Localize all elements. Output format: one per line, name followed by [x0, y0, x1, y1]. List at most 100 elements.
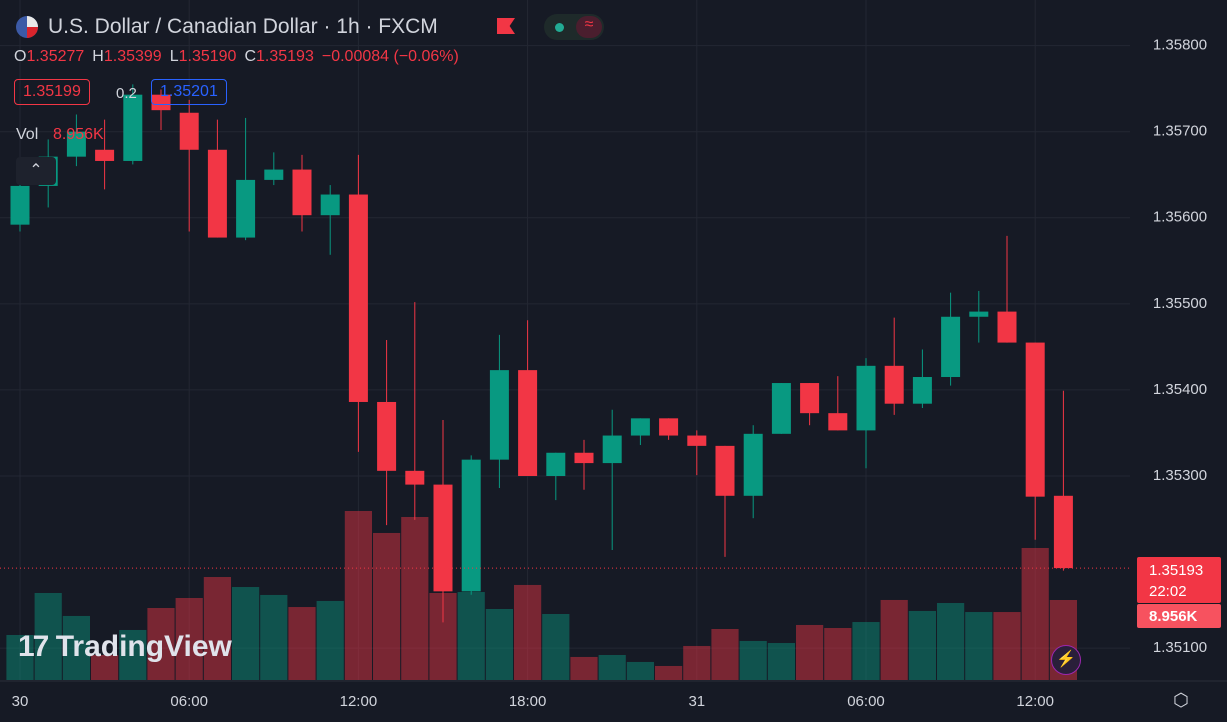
volume-bar — [739, 640, 767, 680]
flag-marker[interactable] — [497, 18, 515, 34]
volume-bar — [316, 600, 344, 680]
x-tick-label: 12:00 — [340, 693, 378, 710]
volume-bar — [542, 613, 570, 680]
candle-body — [405, 470, 425, 485]
y-tick-label: 1.35700 — [1153, 123, 1207, 140]
ohlc-value: 1.35190 — [178, 48, 237, 65]
candle-body — [377, 401, 397, 471]
candle-body — [179, 112, 199, 150]
candle-body — [1053, 495, 1073, 569]
volume-bar — [993, 612, 1021, 680]
bid-box[interactable]: 1.35199 — [14, 79, 90, 105]
volume-bar — [655, 665, 683, 680]
volume-bar — [457, 592, 485, 680]
volume-bar — [34, 592, 62, 680]
candle-body — [574, 452, 594, 464]
volume-bar — [260, 594, 288, 680]
candle-body — [264, 169, 284, 180]
candle-body — [518, 370, 538, 476]
candle-body — [151, 94, 171, 111]
ohlc-value: 1.35277 — [26, 48, 85, 65]
spread: 0.2 — [116, 85, 137, 102]
price-change: −0.00084 (−0.06%) — [321, 48, 459, 65]
volume-bar — [796, 624, 824, 680]
price-tag-price: 1.35193 — [1149, 562, 1204, 579]
y-tick-label: 1.35800 — [1153, 37, 1207, 54]
candle-body — [546, 452, 566, 476]
y-tick-label: 1.35600 — [1153, 209, 1207, 226]
candle-body — [800, 383, 820, 414]
y-tick-label: 1.35500 — [1153, 295, 1207, 312]
x-tick-label: 06:00 — [170, 693, 208, 710]
candle-body — [715, 445, 735, 496]
settings-button[interactable]: ⬡ — [1173, 690, 1189, 710]
ohlc-key: O — [14, 48, 27, 65]
volume-bar — [711, 628, 739, 680]
collapse-button[interactable]: ⌃ — [16, 157, 56, 185]
x-tick-label: 18:00 — [509, 693, 547, 710]
volume-bar — [203, 577, 231, 680]
volume-bar — [570, 656, 598, 680]
price-tag-countdown: 22:02 — [1149, 583, 1187, 600]
volume-value: 8.956K — [53, 126, 104, 143]
volume-bar — [232, 587, 260, 680]
volume-bar — [824, 628, 852, 680]
ohlc-key: L — [169, 48, 179, 65]
volume-bar — [683, 645, 711, 680]
candle-body — [123, 94, 143, 161]
candle-body — [348, 194, 368, 402]
candle-body — [433, 484, 453, 592]
y-tick-label: 1.35400 — [1153, 381, 1207, 398]
y-tick-label: 1.35100 — [1153, 639, 1207, 656]
candle-body — [95, 149, 115, 161]
volume-bar — [401, 516, 429, 680]
ask-box[interactable]: 1.35201 — [151, 79, 227, 105]
volume-bar — [598, 654, 626, 680]
alert-button[interactable]: ⚡ — [1051, 645, 1081, 675]
volume-bar — [485, 608, 513, 680]
volume-bar — [767, 643, 795, 680]
candle-body — [10, 185, 30, 225]
x-tick-label: 31 — [688, 693, 705, 710]
volume-bar — [288, 607, 316, 680]
volume-bar — [119, 629, 147, 680]
candle-body — [630, 418, 650, 436]
x-tick-label: 06:00 — [847, 693, 885, 710]
y-tick-label: 1.35300 — [1153, 467, 1207, 484]
volume-bar — [880, 599, 908, 680]
candle-body — [969, 311, 989, 317]
candle-body — [320, 194, 340, 216]
volume-bar — [626, 661, 654, 680]
candle-body — [771, 383, 791, 434]
volume-label: Vol — [16, 126, 39, 143]
candle-body — [997, 311, 1017, 343]
ohlc-key: H — [92, 48, 104, 65]
watermark-text: TradingView — [55, 630, 232, 663]
volume-bar — [373, 532, 401, 680]
symbol-title[interactable]: U.S. Dollar / Canadian Dollar · 1h · FXC… — [48, 15, 438, 38]
x-tick-label: 30 — [12, 693, 29, 710]
status-pill[interactable]: ≈ — [544, 14, 604, 40]
candle-body — [461, 459, 481, 592]
watermark: 17 TradingView — [18, 630, 232, 663]
volume-bar — [147, 608, 175, 680]
candle-body — [828, 413, 848, 431]
ohlc-legend: O1.35277 H1.35399 L1.35190 C1.35193 −0.00084… — [14, 48, 459, 66]
ohlc-key: C — [244, 48, 257, 65]
candle-body — [292, 169, 312, 216]
flag-icon — [16, 16, 38, 38]
candle-body — [659, 418, 679, 436]
volume-bar — [91, 654, 119, 680]
volume-bar — [908, 610, 936, 680]
candle-body — [856, 365, 876, 431]
volume-tag: 8.956K — [1137, 604, 1221, 628]
volume-bar — [852, 622, 880, 680]
candle-body — [912, 377, 932, 404]
candle-body — [207, 149, 227, 238]
volume-bar — [62, 615, 90, 680]
candle-body — [743, 433, 763, 496]
candle-body — [66, 131, 86, 157]
volume-bar — [1021, 547, 1049, 680]
